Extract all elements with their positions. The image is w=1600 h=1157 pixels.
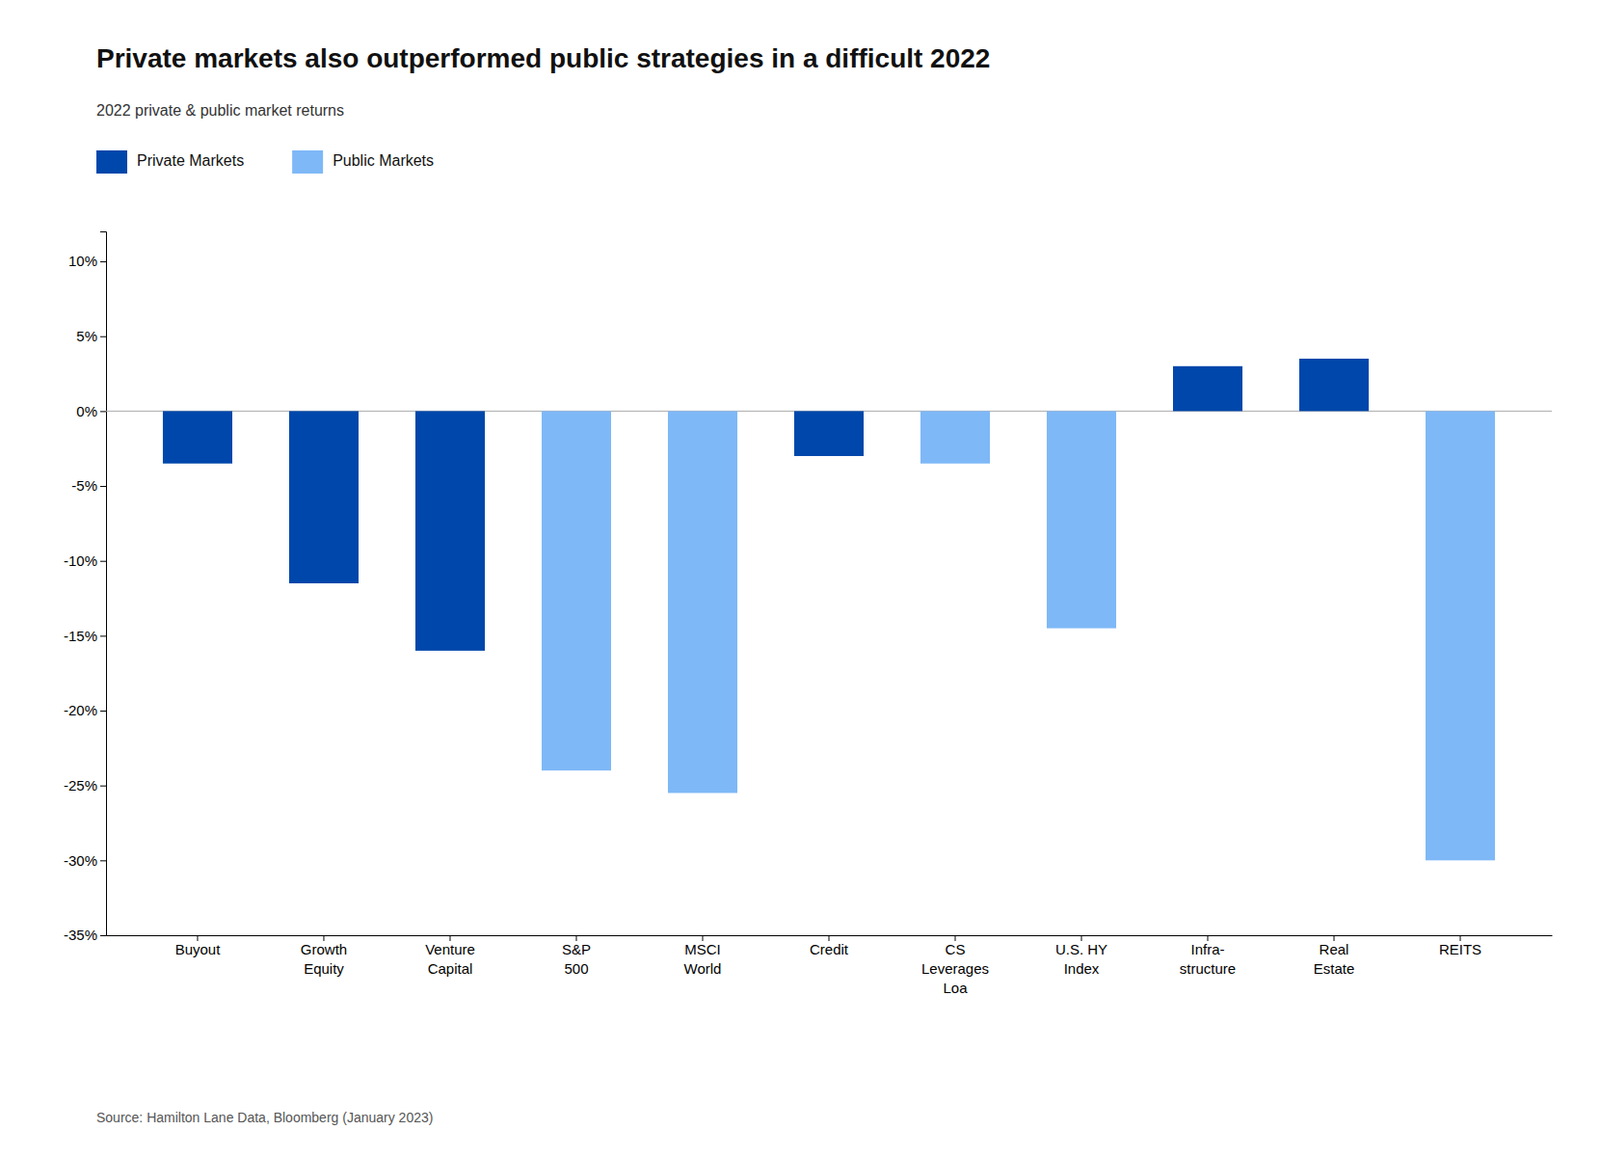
- legend-label: Private Markets: [136, 152, 244, 169]
- source: Source: Hamilton Lane Data, Bloomberg (J…: [96, 1109, 433, 1125]
- y-tick: -30%: [63, 852, 107, 869]
- y-axis: 10% 5% 0% -5% -10% -15% -20% -25% -30% -35%: [63, 232, 107, 944]
- y-tick-label: 5%: [76, 327, 98, 345]
- x-tick-label-line: Buyout: [175, 940, 222, 958]
- x-tick-label-line: World: [684, 960, 722, 977]
- x-tick-label-line: Venture: [425, 940, 476, 958]
- title: Private markets also outperformed public…: [96, 43, 990, 74]
- x-tick-label-line: MSCI: [684, 940, 721, 958]
- x-tick: Infra-structure: [1179, 934, 1236, 977]
- y-tick-label: 0%: [76, 402, 98, 420]
- y-tick: 5%: [76, 327, 107, 345]
- x-tick-label: S&P 500: [561, 940, 591, 977]
- x-tick: Venture Capital: [425, 934, 476, 977]
- x-tick-label: Infra-structure: [1179, 940, 1236, 977]
- x-axis: Buyout Growth Equity Venture Capital S&P 500 MS…: [106, 934, 1553, 996]
- bar: [1425, 410, 1495, 860]
- legend-item: Private Markets: [96, 150, 244, 174]
- legend-item: Public Markets: [292, 150, 434, 174]
- bar: [1173, 366, 1243, 412]
- y-tick-mark: [100, 261, 107, 263]
- x-tick: S&P 500: [561, 934, 591, 977]
- x-tick-label: Buyout: [175, 940, 222, 958]
- x-tick: Real Estate: [1313, 934, 1356, 977]
- x-tick-label-line: Credit: [809, 940, 850, 958]
- y-tick-mark: [100, 560, 107, 562]
- x-tick-label: Credit: [809, 940, 850, 958]
- x-tick: Growth Equity: [300, 934, 347, 977]
- y-tick: -15%: [63, 627, 107, 644]
- x-tick-label-line: REITS: [1439, 940, 1482, 958]
- x-tick-label: REITS: [1439, 940, 1482, 958]
- y-tick-label: -10%: [63, 552, 98, 569]
- y-tick-label: -15%: [63, 627, 98, 644]
- y-tick-mark: [100, 336, 107, 338]
- bar: [794, 410, 864, 456]
- y-tick-label: 10%: [68, 252, 98, 269]
- x-tick-label: CS Leverages Loa: [921, 940, 989, 997]
- x-tick-label-line: Infra-: [1191, 940, 1226, 958]
- x-tick-label-line: structure: [1179, 960, 1236, 977]
- bar: [667, 410, 738, 793]
- y-tick-label: -30%: [63, 852, 98, 869]
- x-tick-label: Venture Capital: [425, 940, 476, 977]
- legend: Private Markets Public Markets: [96, 150, 434, 174]
- x-tick-label: MSCI World: [684, 940, 722, 977]
- x-tick-label-line: Estate: [1313, 960, 1356, 977]
- x-tick-label-line: Loa: [942, 979, 968, 996]
- x-tick: Credit: [809, 934, 850, 958]
- x-tick-label-line: Leverages: [921, 960, 989, 977]
- y-tick-mark: [100, 485, 107, 487]
- y-tick-mark: [100, 859, 107, 861]
- y-tick-mark: [100, 410, 107, 412]
- x-tick-label-line: Index: [1064, 960, 1100, 977]
- x-tick-label-line: Real: [1319, 940, 1350, 958]
- y-tick-label: -20%: [63, 701, 98, 719]
- x-tick: U.S. HY Index: [1055, 934, 1108, 977]
- x-tick-label-line: Equity: [303, 960, 345, 977]
- bar: [1046, 410, 1117, 628]
- chart: Private markets also outperformed public…: [0, 0, 1600, 1157]
- x-tick-label: U.S. HY Index: [1055, 940, 1108, 977]
- y-tick-mark: [100, 710, 107, 712]
- bars: [162, 358, 1495, 860]
- y-tick-mark: [100, 934, 107, 936]
- bar: [1299, 358, 1369, 411]
- x-tick-label-line: Capital: [427, 960, 474, 977]
- subtitle: 2022 private & public market returns: [96, 102, 345, 119]
- y-tick: 0%: [76, 402, 107, 420]
- y-tick: -35%: [63, 926, 107, 943]
- x-tick: CS Leverages Loa: [921, 934, 989, 996]
- x-tick-label: Growth Equity: [300, 940, 347, 977]
- bar: [920, 410, 990, 463]
- y-tick-mark: [100, 785, 107, 787]
- legend-swatch: [96, 150, 128, 174]
- y-axis-line: [100, 232, 107, 936]
- y-tick: 10%: [68, 252, 107, 269]
- legend-label: Public Markets: [332, 152, 434, 169]
- y-tick: -10%: [63, 552, 107, 569]
- x-tick: Buyout: [175, 934, 222, 958]
- x-tick-label-line: 500: [563, 960, 588, 977]
- y-tick-label: -35%: [63, 926, 98, 943]
- bar: [289, 410, 359, 584]
- legend-swatch: [292, 150, 323, 174]
- x-tick: MSCI World: [684, 934, 722, 977]
- x-tick-label: Real Estate: [1313, 940, 1356, 977]
- y-tick-label: -5%: [71, 477, 98, 494]
- y-tick-label: -25%: [63, 776, 98, 794]
- bar: [162, 410, 233, 463]
- x-tick-label-line: Growth: [300, 940, 347, 958]
- y-tick: -20%: [63, 701, 107, 719]
- bar: [415, 410, 485, 651]
- x-tick-label-line: S&P: [561, 940, 591, 958]
- y-tick-mark: [100, 635, 107, 637]
- x-tick-label-line: U.S. HY: [1055, 940, 1108, 958]
- bar: [541, 410, 612, 771]
- x-tick: REITS: [1439, 934, 1482, 958]
- x-tick-label-line: CS: [945, 940, 966, 958]
- y-tick: -5%: [71, 477, 107, 494]
- y-tick: -25%: [63, 776, 107, 794]
